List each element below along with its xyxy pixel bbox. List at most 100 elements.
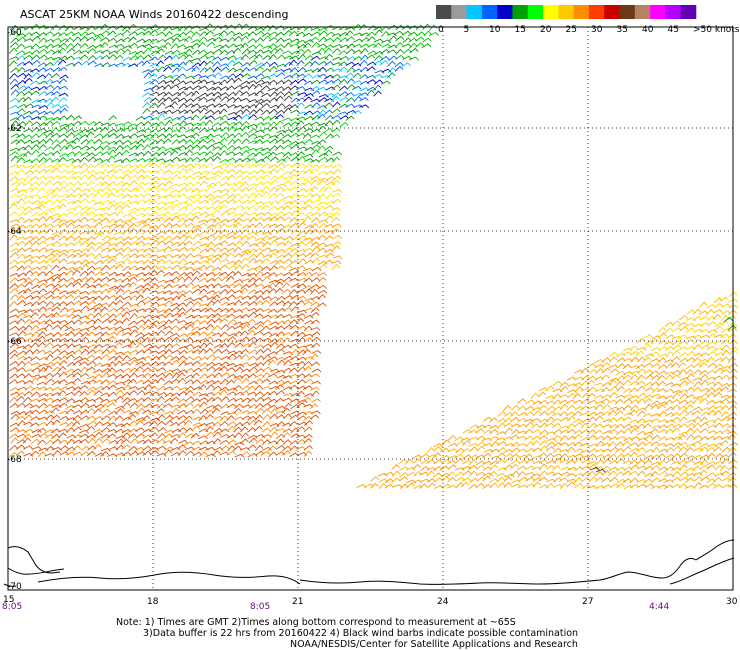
wind-barb bbox=[351, 85, 362, 91]
wind-barb bbox=[94, 162, 104, 168]
wind-barb bbox=[552, 393, 562, 399]
wind-barb bbox=[227, 182, 238, 187]
wind-barb bbox=[23, 144, 32, 151]
wind-barb bbox=[100, 264, 110, 271]
wind-barb bbox=[248, 216, 258, 223]
wind-barb bbox=[57, 59, 67, 66]
wind-barb bbox=[692, 397, 702, 404]
wind-barb bbox=[635, 350, 645, 357]
wind-barb bbox=[163, 201, 174, 206]
wind-barb bbox=[9, 97, 19, 103]
wind-barb bbox=[199, 236, 210, 241]
wind-barb bbox=[30, 43, 40, 50]
wind-barb bbox=[37, 327, 48, 332]
wind-barb bbox=[233, 132, 243, 139]
wind-barb bbox=[269, 179, 279, 186]
wind-barb bbox=[79, 429, 90, 434]
wind-barb bbox=[169, 189, 180, 194]
wind-barb bbox=[262, 314, 272, 319]
wind-barb bbox=[128, 216, 138, 223]
wind-barb bbox=[615, 458, 626, 464]
wind-barb bbox=[462, 429, 472, 434]
wind-barb bbox=[37, 451, 47, 458]
wind-barb bbox=[248, 128, 258, 134]
wind-barb bbox=[213, 103, 223, 108]
wind-barb bbox=[220, 210, 230, 216]
wind-barb bbox=[281, 288, 291, 294]
wind-barb bbox=[87, 169, 98, 174]
wind-barb bbox=[240, 348, 250, 355]
wind-barb bbox=[177, 229, 188, 235]
wind-barb bbox=[143, 217, 153, 224]
wind-barb bbox=[290, 79, 300, 86]
wind-barb bbox=[65, 187, 75, 193]
wind-barb bbox=[644, 353, 655, 358]
wind-barb bbox=[192, 267, 203, 272]
wind-barb bbox=[496, 472, 507, 477]
wind-barb bbox=[234, 229, 244, 236]
wind-barb bbox=[191, 319, 201, 325]
wind-barb bbox=[290, 143, 300, 150]
wind-barb bbox=[163, 194, 174, 198]
wind-barb bbox=[197, 49, 208, 55]
wind-barb bbox=[727, 411, 737, 417]
wind-barb bbox=[246, 318, 256, 325]
wind-barb bbox=[247, 75, 258, 80]
wind-barb bbox=[199, 379, 210, 385]
wind-barb bbox=[226, 294, 236, 300]
wind-barb bbox=[566, 399, 576, 404]
wind-barb bbox=[248, 289, 258, 295]
wind-barb bbox=[52, 438, 62, 445]
wind-barb bbox=[220, 348, 230, 354]
wind-barb bbox=[23, 247, 34, 252]
wind-barb bbox=[66, 200, 77, 205]
wind-barb bbox=[58, 42, 68, 49]
wind-barb bbox=[366, 36, 376, 42]
wind-barb bbox=[85, 276, 95, 283]
wind-barb bbox=[156, 187, 166, 193]
wind-barb bbox=[37, 416, 48, 421]
wind-barb bbox=[79, 162, 88, 169]
wind-barb bbox=[162, 138, 172, 145]
wind-barb bbox=[93, 415, 104, 421]
wind-barb bbox=[10, 200, 20, 206]
wind-barb bbox=[23, 302, 34, 307]
wind-barb bbox=[226, 207, 237, 212]
wind-barb bbox=[622, 478, 632, 483]
wind-barb bbox=[346, 84, 356, 90]
wind-barb bbox=[248, 113, 258, 120]
wind-barb bbox=[87, 173, 96, 180]
wind-barb bbox=[219, 150, 228, 157]
wind-barb bbox=[29, 68, 40, 73]
wind-barb bbox=[275, 337, 285, 344]
wind-barb bbox=[16, 318, 25, 325]
wind-barb bbox=[136, 357, 147, 362]
wind-barb bbox=[169, 149, 179, 157]
wind-barb bbox=[623, 398, 633, 404]
wind-barb bbox=[240, 353, 250, 360]
wind-barb bbox=[184, 343, 195, 349]
wind-barb bbox=[539, 470, 548, 477]
wind-barb bbox=[219, 240, 229, 246]
wind-barb bbox=[128, 127, 139, 132]
wind-barb bbox=[204, 150, 214, 157]
wind-barb bbox=[120, 182, 131, 187]
wind-barb bbox=[171, 428, 182, 433]
wind-barb bbox=[559, 403, 569, 410]
wind-barb bbox=[240, 145, 250, 150]
wind-barb bbox=[518, 454, 529, 459]
wind-barb bbox=[156, 240, 166, 246]
wind-barb bbox=[171, 368, 181, 373]
wind-barb bbox=[678, 483, 688, 489]
wind-barb bbox=[24, 169, 34, 176]
wind-barb bbox=[205, 227, 215, 234]
wind-barb bbox=[290, 38, 301, 43]
wind-barb bbox=[121, 29, 131, 36]
wind-barb bbox=[9, 78, 19, 85]
wind-barb bbox=[441, 475, 450, 482]
wind-barb bbox=[219, 218, 230, 224]
wind-barb bbox=[692, 334, 703, 339]
wind-barb bbox=[199, 255, 210, 260]
wind-barb bbox=[469, 477, 479, 483]
wind-barb bbox=[615, 416, 626, 422]
